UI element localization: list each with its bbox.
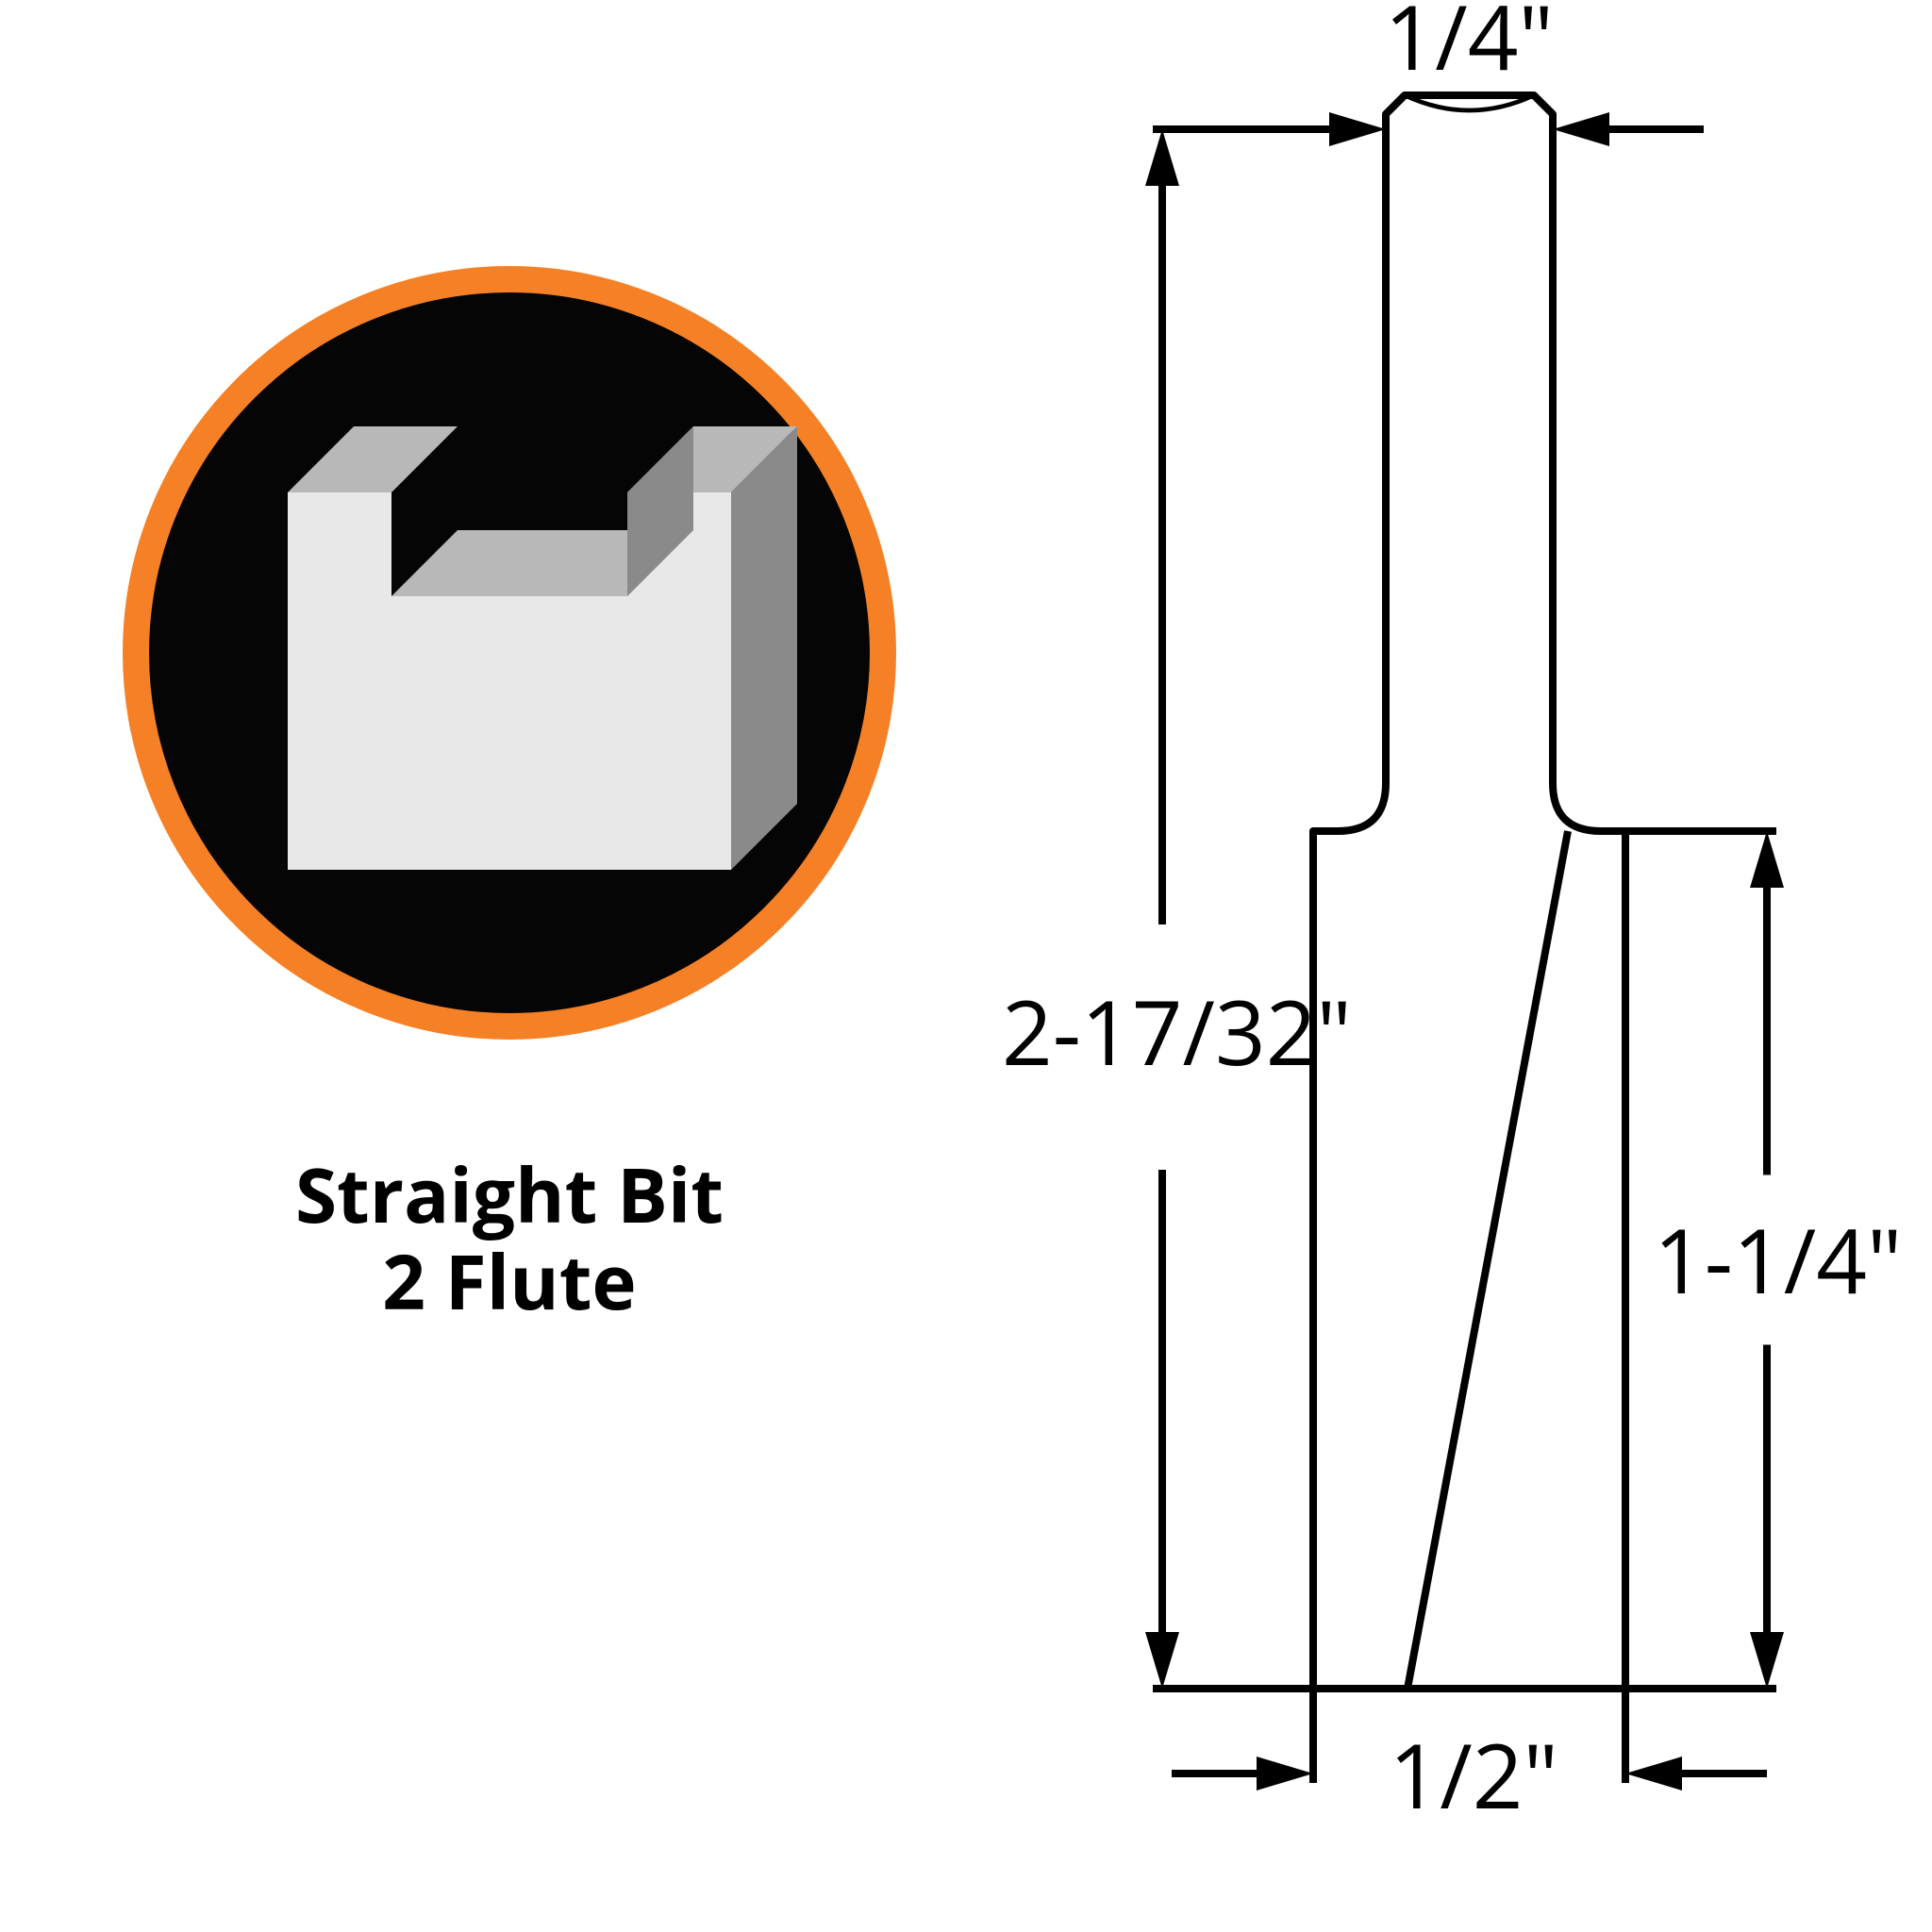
dim-label-shank-dia: 1/4" <box>1385 0 1554 80</box>
router-bit-outline <box>1313 95 1625 1689</box>
profile-badge <box>136 279 883 1026</box>
bit-outline-path <box>1313 95 1625 1689</box>
title-line-2: 2 Flute <box>382 1229 636 1332</box>
diagram-canvas <box>0 0 1932 1932</box>
product-title: Straight Bit 2 Flute <box>274 1151 745 1324</box>
dim-label-body-length: 1-1/4" <box>1654 1215 1902 1304</box>
dim-label-body-dia: 1/2" <box>1390 1730 1558 1819</box>
dim-label-overall: 2-17/32" <box>1002 987 1352 1075</box>
